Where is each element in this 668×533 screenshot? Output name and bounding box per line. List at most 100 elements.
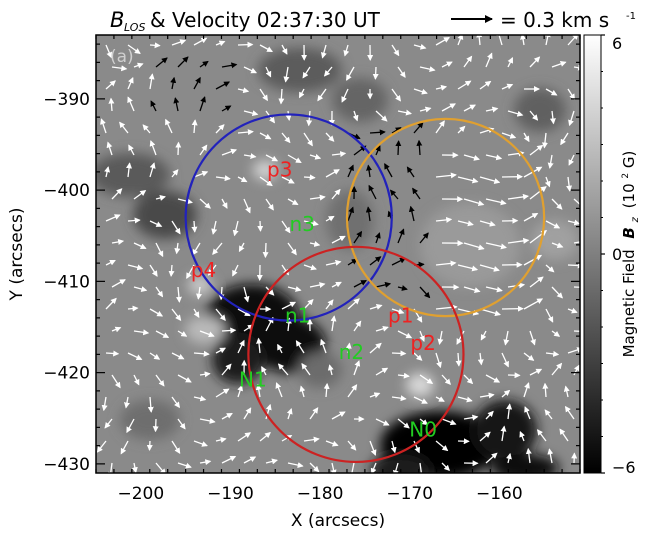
velocity-arrow	[551, 61, 567, 68]
field-patch	[258, 48, 342, 92]
velocity-arrow	[287, 462, 304, 469]
velocity-arrow	[507, 110, 524, 117]
velocity-arrow	[523, 132, 530, 143]
field-patch	[491, 454, 559, 473]
velocity-arrow	[375, 110, 388, 122]
field-patch	[133, 191, 197, 239]
velocity-arrow	[277, 343, 283, 354]
velocity-arrow	[127, 44, 141, 54]
polarity-label: p1	[388, 303, 413, 327]
velocity-arrow	[193, 76, 201, 90]
velocity-arrow	[133, 190, 147, 200]
velocity-arrow	[392, 462, 399, 473]
velocity-arrow	[295, 340, 305, 354]
velocity-arrow	[221, 412, 233, 420]
velocity-arrow	[375, 232, 381, 244]
region-circles	[184, 113, 546, 464]
velocity-arrow	[243, 407, 252, 420]
region-circle	[184, 113, 393, 322]
velocity-arrow	[149, 42, 161, 49]
velocity-arrow	[325, 259, 342, 266]
velocity-arrow	[397, 418, 410, 429]
velocity-arrow	[479, 392, 495, 399]
plot-area: p3 n3 p4 n1 p1 p2 n2 N1 N0	[96, 35, 580, 473]
x-tick-label: −170	[386, 484, 433, 504]
velocity-arrow	[303, 264, 317, 271]
velocity-arrow	[391, 257, 406, 266]
velocity-arrow	[171, 220, 181, 235]
velocity-arrow	[171, 39, 187, 46]
velocity-arrow	[303, 436, 320, 443]
velocity-arrow	[545, 220, 561, 229]
velocity-arrow	[369, 256, 382, 266]
velocity-arrow	[463, 374, 474, 385]
velocity-arrow	[199, 60, 209, 68]
velocity-arrow	[523, 298, 544, 310]
velocity-arrow	[331, 411, 346, 420]
velocity-arrow	[259, 431, 271, 442]
polarity-label: N0	[409, 418, 437, 442]
velocity-arrow	[265, 198, 274, 211]
velocity-arrow	[485, 198, 507, 206]
velocity-arrow	[243, 110, 259, 117]
velocity-arrow	[303, 298, 314, 310]
velocity-arrow	[457, 396, 473, 403]
velocity-arrow	[298, 88, 305, 99]
velocity-arrow	[457, 35, 464, 46]
polarity-label: n2	[339, 340, 364, 364]
colorbar-label-prefix: Magnetic Field	[620, 249, 638, 357]
velocity-arrow	[463, 198, 485, 207]
velocity-arrow	[389, 189, 399, 200]
velocity-arrow	[215, 347, 226, 354]
velocity-arrow	[133, 242, 147, 250]
colorbar-label: Magnetic Field B z (10 2 G)	[620, 151, 641, 358]
velocity-arrow	[193, 395, 207, 402]
velocity-arrow	[301, 362, 311, 376]
velocity-arrow	[238, 242, 245, 253]
polarity-label: n1	[285, 303, 310, 327]
velocity-arrow	[457, 125, 466, 134]
velocity-arrow	[105, 297, 117, 310]
velocity-arrow	[479, 176, 501, 184]
velocity-arrow	[325, 169, 340, 178]
y-tick-label: −390	[43, 90, 90, 110]
velocity-arrow	[120, 440, 129, 455]
velocity-arrow	[155, 374, 165, 387]
velocity-arrow	[96, 440, 107, 453]
velocity-arrow	[375, 367, 389, 376]
velocity-arrow	[281, 301, 297, 310]
velocity-arrow	[391, 395, 407, 402]
velocity-arrow	[283, 66, 290, 83]
velocity-arrow	[237, 339, 245, 354]
velocity-arrow	[463, 286, 481, 293]
velocity-arrow	[323, 66, 333, 77]
velocity-arrow	[567, 262, 580, 269]
polarity-label: p2	[410, 331, 435, 355]
velocity-arrow	[133, 286, 148, 292]
velocity-arrow	[155, 242, 164, 258]
velocity-arrow	[485, 242, 507, 250]
velocity-arrow	[107, 462, 114, 473]
velocity-arrow	[496, 35, 503, 46]
velocity-arrow	[352, 110, 359, 122]
velocity-arrow	[353, 280, 367, 288]
velocity-arrow	[149, 140, 157, 156]
velocity-arrow	[199, 371, 211, 378]
velocity-arrow	[479, 80, 492, 90]
x-tick-label: −200	[117, 484, 164, 504]
velocity-arrow	[545, 350, 560, 357]
velocity-arrow	[435, 396, 445, 402]
velocity-arrow	[309, 153, 322, 160]
velocity-arrow	[375, 418, 390, 426]
velocity-arrow	[544, 35, 551, 46]
velocity-arrow	[413, 88, 428, 95]
velocity-arrow	[262, 242, 269, 259]
velocity-arrow	[347, 206, 355, 222]
velocity-arrow	[261, 366, 267, 376]
velocity-arrow	[563, 385, 570, 398]
colorbar-tick-label: 0	[612, 245, 622, 264]
velocity-arrow	[191, 119, 198, 134]
velocity-arrow	[177, 330, 188, 337]
velocity-arrow	[243, 66, 258, 74]
velocity-arrow	[523, 382, 530, 398]
